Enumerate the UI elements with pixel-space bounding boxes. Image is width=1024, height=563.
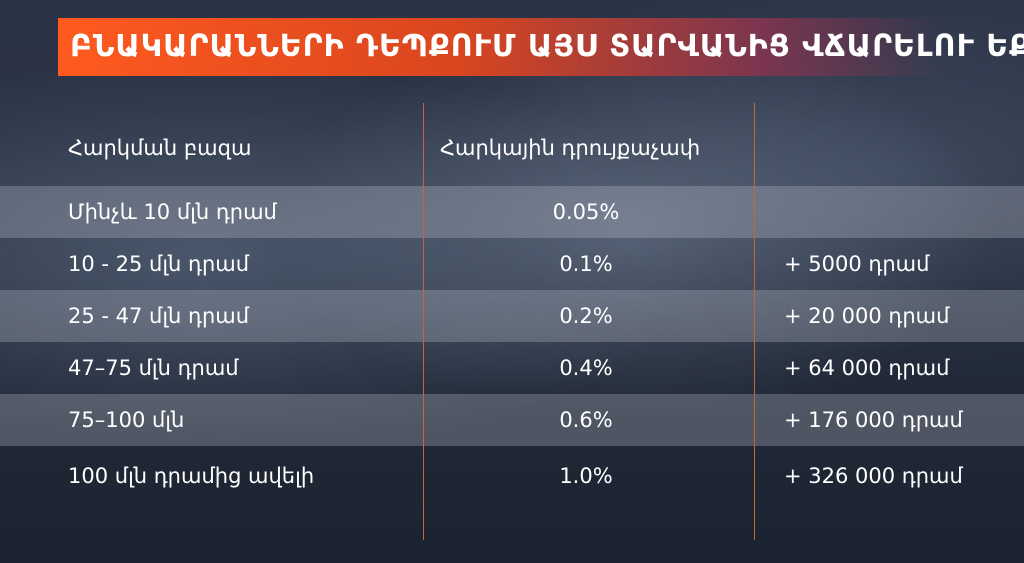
table-row: 10 - 25 մլն դրամ 0.1% + 5000 դրամ	[0, 238, 1024, 290]
header-tax-base: Հարկման բազա	[68, 136, 252, 160]
cell-extra: + 5000 դրամ	[784, 252, 930, 276]
title-banner	[58, 18, 942, 76]
table-row: 100 մլն դրամից ավելի 1.0% + 326 000 դրամ	[0, 450, 1024, 502]
table-row: 25 - 47 մլն դրամ 0.2% + 20 000 դրամ	[0, 290, 1024, 342]
table-row: Մինչև 10 մլն դրամ 0.05%	[0, 186, 1024, 238]
column-divider	[754, 103, 755, 540]
cell-base: 10 - 25 մլն դրամ	[68, 252, 250, 276]
cell-rate: 0.1%	[559, 252, 613, 276]
cell-base: Մինչև 10 մլն դրամ	[68, 200, 277, 224]
column-divider	[423, 103, 424, 540]
cell-base: 75–100 մլն	[68, 408, 185, 432]
cell-rate: 0.2%	[559, 304, 613, 328]
cell-extra: + 326 000 դրամ	[784, 464, 963, 488]
cell-extra: + 64 000 դրամ	[784, 356, 950, 380]
cell-rate: 0.05%	[552, 200, 620, 224]
cell-extra: + 176 000 դրամ	[784, 408, 963, 432]
cell-base: 25 - 47 մլն դրամ	[68, 304, 250, 328]
table-row: 47–75 մլն դրամ 0.4% + 64 000 դրամ	[0, 342, 1024, 394]
cell-rate: 0.4%	[559, 356, 613, 380]
cell-rate: 1.0%	[559, 464, 613, 488]
table-row: 75–100 մլն 0.6% + 176 000 դրամ	[0, 394, 1024, 446]
header-tax-rate: Հարկային դրույքաչափ	[440, 136, 701, 160]
cell-base: 47–75 մլն դրամ	[68, 356, 239, 380]
cell-base: 100 մլն դրամից ավելի	[68, 464, 315, 488]
cell-rate: 0.6%	[559, 408, 613, 432]
cell-extra: + 20 000 դրամ	[784, 304, 950, 328]
page-title: ԲՆԱԿԱՐԱՆՆԵՐԻ ԴԵՊՔՈՒՄ ԱՅՍ ՏԱՐՎԱՆԻՑ ՎՃԱՐԵԼ…	[70, 29, 1024, 64]
